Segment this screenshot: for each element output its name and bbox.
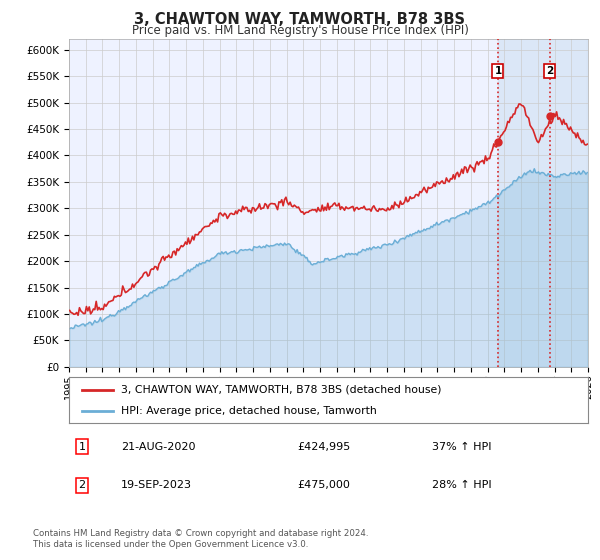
Text: 28% ↑ HPI: 28% ↑ HPI	[432, 480, 492, 490]
Text: £424,995: £424,995	[298, 441, 350, 451]
Text: Contains HM Land Registry data © Crown copyright and database right 2024.: Contains HM Land Registry data © Crown c…	[33, 529, 368, 538]
Text: 1: 1	[79, 441, 85, 451]
Text: £475,000: £475,000	[298, 480, 350, 490]
Text: 19-SEP-2023: 19-SEP-2023	[121, 480, 192, 490]
Text: 21-AUG-2020: 21-AUG-2020	[121, 441, 196, 451]
Text: 2: 2	[79, 480, 86, 490]
Text: 2: 2	[546, 66, 553, 76]
Text: 3, CHAWTON WAY, TAMWORTH, B78 3BS: 3, CHAWTON WAY, TAMWORTH, B78 3BS	[134, 12, 466, 27]
Text: 3, CHAWTON WAY, TAMWORTH, B78 3BS (detached house): 3, CHAWTON WAY, TAMWORTH, B78 3BS (detac…	[121, 385, 442, 395]
Text: HPI: Average price, detached house, Tamworth: HPI: Average price, detached house, Tamw…	[121, 407, 377, 416]
Text: This data is licensed under the Open Government Licence v3.0.: This data is licensed under the Open Gov…	[33, 540, 308, 549]
Text: Price paid vs. HM Land Registry's House Price Index (HPI): Price paid vs. HM Land Registry's House …	[131, 24, 469, 37]
Text: 37% ↑ HPI: 37% ↑ HPI	[432, 441, 492, 451]
Text: 1: 1	[494, 66, 502, 76]
